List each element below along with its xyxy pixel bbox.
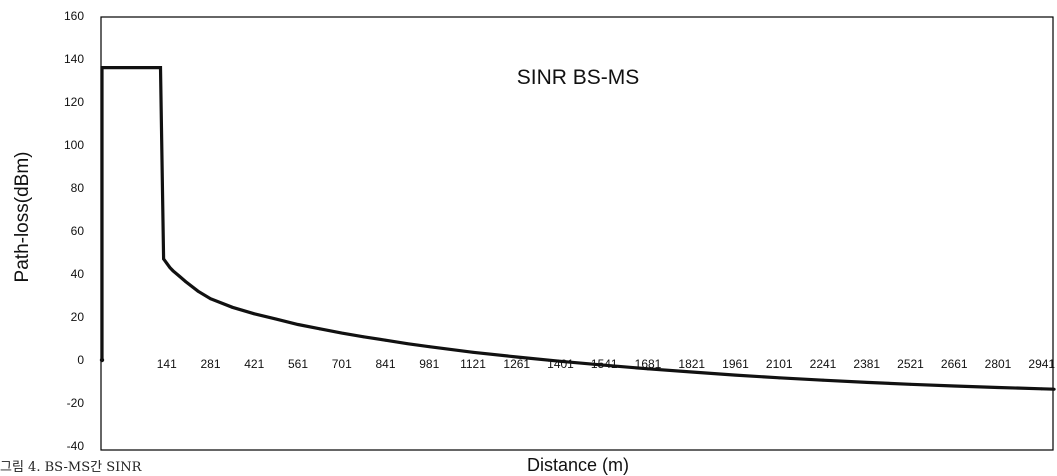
figure-caption: 그림 4. BS-MS간 SINR — [0, 460, 142, 475]
data-point — [340, 331, 344, 335]
data-point — [362, 335, 366, 339]
data-point — [171, 269, 175, 273]
x-tick-label: 2241 — [810, 357, 837, 371]
x-tick-label: 1821 — [678, 357, 705, 371]
y-axis-ticks: 160 140 120 100 80 60 40 20 0 -20 -40 — [64, 9, 84, 453]
data-point — [1052, 387, 1056, 391]
y-tick-label: -20 — [67, 396, 85, 410]
y-tick-label: 0 — [77, 353, 84, 367]
x-tick-label: 421 — [244, 357, 264, 371]
y-tick-label: 40 — [71, 267, 85, 281]
data-point — [100, 66, 104, 69]
data-point — [230, 305, 234, 309]
x-tick-label: 701 — [332, 357, 352, 371]
x-tick-label: 2661 — [941, 357, 968, 371]
data-point — [1040, 387, 1044, 391]
chart-title: SINR BS-MS — [517, 66, 640, 89]
y-tick-label: 120 — [64, 95, 84, 109]
data-point — [559, 359, 562, 363]
y-tick-label: 60 — [71, 224, 85, 238]
data-point — [777, 376, 781, 380]
series-layer — [99, 65, 1056, 391]
data-point — [209, 297, 212, 301]
data-point — [405, 342, 409, 346]
data-point — [690, 370, 694, 374]
x-tick-label: 1121 — [460, 357, 486, 371]
data-point — [168, 266, 172, 269]
y-tick-label: 140 — [64, 52, 84, 66]
y-tick-label: 80 — [71, 181, 85, 195]
data-point — [184, 280, 187, 283]
data-point — [952, 384, 956, 388]
data-point — [99, 357, 105, 363]
x-tick-label: 841 — [375, 357, 395, 371]
data-point — [159, 66, 162, 69]
x-tick-label: 561 — [288, 357, 308, 371]
x-tick-label: 281 — [200, 357, 220, 371]
data-point — [162, 257, 166, 261]
data-point — [296, 323, 300, 326]
x-axis-label: Distance (m) — [527, 455, 629, 475]
data-point — [734, 373, 737, 377]
y-tick-label: 100 — [64, 138, 84, 152]
data-point — [165, 261, 169, 265]
x-tick-label: 2801 — [985, 357, 1012, 371]
data-point — [274, 317, 278, 321]
y-tick-label: 160 — [64, 9, 84, 23]
data-point — [384, 338, 387, 342]
data-point — [515, 355, 519, 359]
series-line — [100, 65, 1055, 391]
data-point — [646, 367, 650, 371]
x-tick-label: 2941 — [1028, 357, 1055, 371]
data-point — [427, 345, 431, 349]
data-point — [252, 312, 256, 316]
x-tick-label: 1961 — [722, 357, 749, 371]
x-tick-label: 2521 — [897, 357, 924, 371]
data-point — [996, 386, 1000, 389]
data-point — [318, 327, 322, 331]
data-point — [821, 378, 825, 382]
x-tick-label: 981 — [419, 357, 439, 371]
data-point — [471, 350, 475, 354]
data-point — [602, 363, 606, 367]
x-tick-label: 141 — [157, 357, 177, 371]
data-point — [909, 382, 912, 386]
x-axis-ticks: 1412814215617018419811121126114011541168… — [157, 357, 1056, 371]
y-tick-label: 20 — [71, 310, 85, 324]
x-tick-label: 2101 — [766, 357, 793, 371]
data-point — [196, 289, 200, 293]
y-axis-label: Path-loss(dBm) — [12, 152, 33, 283]
data-point — [865, 380, 869, 384]
x-tick-label: 2381 — [853, 357, 880, 371]
x-tick-label: 1261 — [503, 357, 530, 371]
y-tick-label: -40 — [67, 439, 85, 453]
data-point — [177, 274, 181, 278]
